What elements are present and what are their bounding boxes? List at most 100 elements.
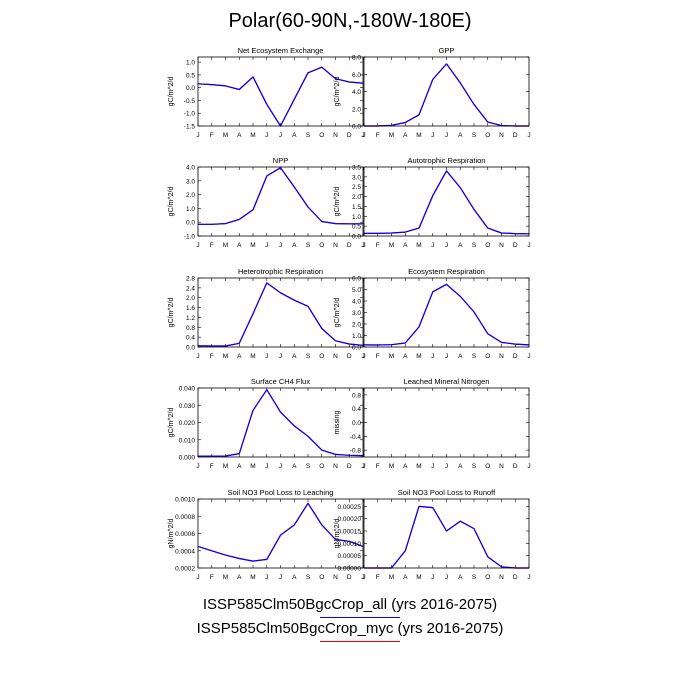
y-tick-label: -1.0 — [184, 234, 196, 241]
x-tick-label: D — [513, 242, 518, 249]
y-tick-label: 3.0 — [352, 310, 361, 317]
y-tick-label: 1.5 — [352, 204, 361, 211]
y-tick-label: 1.0 — [186, 60, 195, 67]
x-tick-label: J — [361, 463, 364, 470]
series-line — [198, 389, 364, 457]
plot-frame — [363, 166, 530, 237]
plot-frame — [363, 387, 530, 458]
y-tick-label: 2.5 — [352, 184, 361, 191]
x-tick-label: D — [347, 463, 352, 470]
series-line — [197, 502, 364, 562]
x-tick-label: J — [265, 242, 268, 249]
panel-title: Autotrophic Respiration — [408, 156, 486, 165]
x-tick-label: N — [499, 242, 504, 249]
x-tick-label: M — [223, 132, 228, 139]
x-tick-label: N — [333, 353, 338, 360]
x-tick-label: J — [265, 463, 268, 470]
x-tick-label: D — [513, 132, 518, 139]
x-tick-label: N — [333, 132, 338, 139]
x-tick-label: F — [376, 353, 380, 360]
x-tick-label: M — [223, 353, 228, 360]
x-tick-label: A — [403, 463, 408, 470]
plot-frame — [363, 498, 530, 569]
x-tick-label: A — [458, 463, 463, 470]
y-tick-label: 2.0 — [186, 295, 195, 302]
x-tick-label: J — [445, 463, 448, 470]
y-axis-label: gN/m^2/d — [334, 519, 341, 549]
y-tick-label: 0.020 — [179, 420, 196, 427]
x-tick-label: M — [416, 242, 421, 249]
x-tick-label: D — [347, 242, 352, 249]
page-title: Polar(60-90N,-180W-180E) — [228, 10, 472, 32]
x-tick-label: J — [279, 463, 282, 470]
x-tick-label: A — [292, 574, 297, 581]
y-tick-label: 1.0 — [352, 333, 361, 340]
y-tick-label: 2.0 — [352, 194, 361, 201]
plot-frame — [363, 56, 530, 127]
panel-title: GPP — [439, 46, 455, 55]
x-tick-label: J — [445, 574, 448, 581]
x-tick-label: F — [376, 463, 380, 470]
x-tick-label: S — [306, 574, 311, 581]
legend-swatch-all — [320, 617, 400, 618]
y-axis-label: gC/m^2/d — [168, 298, 175, 328]
x-tick-label: J — [445, 353, 448, 360]
x-tick-label: F — [210, 132, 214, 139]
y-tick-label: 3.5 — [352, 165, 361, 172]
x-tick-label: D — [347, 353, 352, 360]
y-tick-label: 4.0 — [352, 89, 361, 96]
x-tick-label: M — [416, 463, 421, 470]
x-tick-label: D — [513, 574, 518, 581]
x-tick-label: J — [445, 132, 448, 139]
plot-frame — [197, 166, 364, 237]
x-tick-label: S — [306, 242, 311, 249]
x-tick-label: N — [333, 574, 338, 581]
x-tick-label: D — [513, 463, 518, 470]
y-tick-label: 0.0 — [186, 345, 195, 352]
x-tick-label: J — [196, 574, 199, 581]
x-tick-label: M — [416, 132, 421, 139]
y-axis-label: gC/m^2/d — [168, 77, 175, 107]
plot-frame — [363, 277, 530, 348]
y-tick-label: 2.0 — [352, 322, 361, 329]
y-tick-label: 0.00005 — [338, 553, 362, 560]
x-tick-label: N — [333, 463, 338, 470]
y-tick-label: -1.5 — [184, 124, 196, 131]
x-tick-label: J — [431, 574, 434, 581]
panel-1: Net Ecosystem Exchange gC/m^2/d -1.5 -1.0 -0… — [168, 46, 365, 139]
y-tick-label: 0.0008 — [175, 514, 195, 521]
x-tick-label: J — [431, 353, 434, 360]
y-tick-label: 0.0 — [352, 234, 361, 241]
y-tick-label: 0.0002 — [175, 566, 195, 573]
x-tick-label: J — [362, 353, 365, 360]
series-line — [198, 167, 363, 225]
x-tick-label: M — [250, 353, 255, 360]
y-tick-label: 4.0 — [352, 299, 361, 306]
x-tick-label: M — [250, 242, 255, 249]
x-tick-label: J — [196, 132, 199, 139]
y-tick-label: 0.8 — [186, 325, 195, 332]
x-tick-label: N — [499, 463, 504, 470]
x-tick-label: A — [292, 353, 297, 360]
x-tick-label: A — [403, 132, 408, 139]
x-tick-label: J — [527, 463, 530, 470]
x-tick-label: J — [431, 132, 434, 139]
x-tick-label: D — [513, 353, 518, 360]
series-line — [364, 63, 529, 127]
x-tick-label: O — [485, 574, 490, 581]
x-tick-label: F — [376, 574, 380, 581]
panel-10: Soil NO3 Pool Loss to RunoffgN/m^2/d0.00… — [334, 488, 531, 581]
panel-title: Net Ecosystem Exchange — [238, 46, 324, 55]
x-tick-label: F — [210, 463, 214, 470]
x-tick-label: S — [306, 132, 311, 139]
plot-frame — [197, 387, 364, 458]
y-tick-label: 0.8 — [352, 392, 361, 399]
panel-9: Soil NO3 Pool Loss to LeachinggN/m^2/d0.… — [168, 488, 365, 581]
plot-frame — [197, 498, 364, 569]
x-tick-label: J — [196, 353, 199, 360]
x-tick-label: M — [223, 242, 228, 249]
y-tick-label: 0.00015 — [338, 529, 362, 536]
x-tick-label: J — [527, 574, 530, 581]
x-tick-label: J — [362, 242, 365, 249]
x-tick-label: A — [237, 463, 242, 470]
